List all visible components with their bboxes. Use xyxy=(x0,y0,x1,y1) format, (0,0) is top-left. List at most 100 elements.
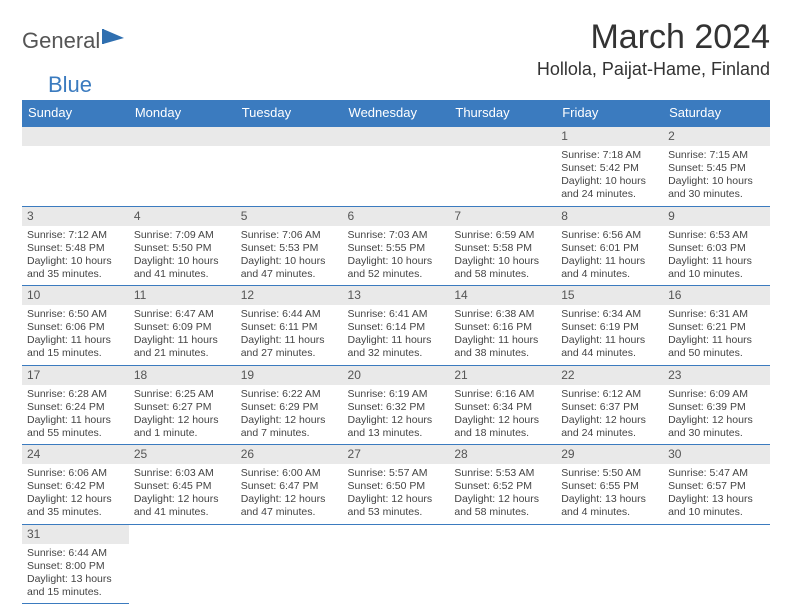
day-number: 1 xyxy=(556,127,663,146)
calendar-cell: 1Sunrise: 7:18 AMSunset: 5:42 PMDaylight… xyxy=(556,126,663,206)
calendar-header-row: Sunday Monday Tuesday Wednesday Thursday… xyxy=(22,100,770,126)
empty-daynum xyxy=(449,127,556,146)
calendar-cell: 9Sunrise: 6:53 AMSunset: 6:03 PMDaylight… xyxy=(663,206,770,286)
flag-icon xyxy=(102,27,128,45)
calendar-cell: 16Sunrise: 6:31 AMSunset: 6:21 PMDayligh… xyxy=(663,286,770,366)
sunset-text: Sunset: 6:03 PM xyxy=(668,242,765,255)
day-details: Sunrise: 7:18 AMSunset: 5:42 PMDaylight:… xyxy=(556,146,663,206)
day-details: Sunrise: 6:53 AMSunset: 6:03 PMDaylight:… xyxy=(663,226,770,286)
day-number: 26 xyxy=(236,445,343,464)
sunrise-text: Sunrise: 7:06 AM xyxy=(241,229,338,242)
sunrise-text: Sunrise: 5:53 AM xyxy=(454,467,551,480)
sunset-text: Sunset: 6:50 PM xyxy=(348,480,445,493)
sunrise-text: Sunrise: 7:03 AM xyxy=(348,229,445,242)
sunset-text: Sunset: 6:19 PM xyxy=(561,321,658,334)
calendar-cell: 30Sunrise: 5:47 AMSunset: 6:57 PMDayligh… xyxy=(663,445,770,525)
day-number: 8 xyxy=(556,207,663,226)
sunrise-text: Sunrise: 6:56 AM xyxy=(561,229,658,242)
day-number: 16 xyxy=(663,286,770,305)
col-friday: Friday xyxy=(556,100,663,126)
day-number: 27 xyxy=(343,445,450,464)
calendar-cell: 29Sunrise: 5:50 AMSunset: 6:55 PMDayligh… xyxy=(556,445,663,525)
daylight-text: Daylight: 11 hours and 4 minutes. xyxy=(561,255,658,281)
calendar-cell xyxy=(22,126,129,206)
day-details: Sunrise: 6:16 AMSunset: 6:34 PMDaylight:… xyxy=(449,385,556,445)
sunrise-text: Sunrise: 6:09 AM xyxy=(668,388,765,401)
sunrise-text: Sunrise: 6:34 AM xyxy=(561,308,658,321)
logo-text-general: General xyxy=(22,28,100,54)
daylight-text: Daylight: 11 hours and 50 minutes. xyxy=(668,334,765,360)
logo: General xyxy=(22,28,128,54)
day-number: 3 xyxy=(22,207,129,226)
calendar-cell: 13Sunrise: 6:41 AMSunset: 6:14 PMDayligh… xyxy=(343,286,450,366)
day-details: Sunrise: 6:56 AMSunset: 6:01 PMDaylight:… xyxy=(556,226,663,286)
sunset-text: Sunset: 6:14 PM xyxy=(348,321,445,334)
day-details: Sunrise: 6:47 AMSunset: 6:09 PMDaylight:… xyxy=(129,305,236,365)
sunset-text: Sunset: 5:55 PM xyxy=(348,242,445,255)
calendar-week-row: 17Sunrise: 6:28 AMSunset: 6:24 PMDayligh… xyxy=(22,365,770,445)
day-number: 30 xyxy=(663,445,770,464)
sunset-text: Sunset: 6:45 PM xyxy=(134,480,231,493)
sunset-text: Sunset: 6:47 PM xyxy=(241,480,338,493)
day-number: 29 xyxy=(556,445,663,464)
calendar-cell xyxy=(449,524,556,604)
sunrise-text: Sunrise: 6:38 AM xyxy=(454,308,551,321)
calendar-cell xyxy=(236,524,343,604)
empty-daynum xyxy=(343,127,450,146)
col-wednesday: Wednesday xyxy=(343,100,450,126)
sunrise-text: Sunrise: 6:44 AM xyxy=(27,547,124,560)
calendar-cell: 14Sunrise: 6:38 AMSunset: 6:16 PMDayligh… xyxy=(449,286,556,366)
day-details: Sunrise: 6:34 AMSunset: 6:19 PMDaylight:… xyxy=(556,305,663,365)
calendar-body: 1Sunrise: 7:18 AMSunset: 5:42 PMDaylight… xyxy=(22,126,770,604)
daylight-text: Daylight: 11 hours and 44 minutes. xyxy=(561,334,658,360)
day-number: 9 xyxy=(663,207,770,226)
calendar-cell: 8Sunrise: 6:56 AMSunset: 6:01 PMDaylight… xyxy=(556,206,663,286)
calendar-cell: 11Sunrise: 6:47 AMSunset: 6:09 PMDayligh… xyxy=(129,286,236,366)
daylight-text: Daylight: 12 hours and 58 minutes. xyxy=(454,493,551,519)
day-number: 12 xyxy=(236,286,343,305)
empty-daynum xyxy=(236,127,343,146)
day-details: Sunrise: 6:03 AMSunset: 6:45 PMDaylight:… xyxy=(129,464,236,524)
calendar-cell: 3Sunrise: 7:12 AMSunset: 5:48 PMDaylight… xyxy=(22,206,129,286)
sunset-text: Sunset: 6:55 PM xyxy=(561,480,658,493)
day-number: 13 xyxy=(343,286,450,305)
day-number: 25 xyxy=(129,445,236,464)
calendar-cell: 2Sunrise: 7:15 AMSunset: 5:45 PMDaylight… xyxy=(663,126,770,206)
calendar-cell: 15Sunrise: 6:34 AMSunset: 6:19 PMDayligh… xyxy=(556,286,663,366)
day-details: Sunrise: 6:44 AMSunset: 8:00 PMDaylight:… xyxy=(22,544,129,604)
sunrise-text: Sunrise: 5:50 AM xyxy=(561,467,658,480)
sunrise-text: Sunrise: 7:18 AM xyxy=(561,149,658,162)
sunset-text: Sunset: 5:53 PM xyxy=(241,242,338,255)
logo-text-blue: Blue xyxy=(48,72,792,98)
sunset-text: Sunset: 6:11 PM xyxy=(241,321,338,334)
sunset-text: Sunset: 6:37 PM xyxy=(561,401,658,414)
day-details: Sunrise: 6:06 AMSunset: 6:42 PMDaylight:… xyxy=(22,464,129,524)
calendar-cell: 17Sunrise: 6:28 AMSunset: 6:24 PMDayligh… xyxy=(22,365,129,445)
sunrise-text: Sunrise: 6:41 AM xyxy=(348,308,445,321)
day-details: Sunrise: 7:09 AMSunset: 5:50 PMDaylight:… xyxy=(129,226,236,286)
daylight-text: Daylight: 12 hours and 41 minutes. xyxy=(134,493,231,519)
sunrise-text: Sunrise: 6:53 AM xyxy=(668,229,765,242)
daylight-text: Daylight: 12 hours and 35 minutes. xyxy=(27,493,124,519)
sunrise-text: Sunrise: 6:19 AM xyxy=(348,388,445,401)
day-details: Sunrise: 5:53 AMSunset: 6:52 PMDaylight:… xyxy=(449,464,556,524)
daylight-text: Daylight: 12 hours and 7 minutes. xyxy=(241,414,338,440)
col-tuesday: Tuesday xyxy=(236,100,343,126)
calendar-cell: 12Sunrise: 6:44 AMSunset: 6:11 PMDayligh… xyxy=(236,286,343,366)
sunrise-text: Sunrise: 6:25 AM xyxy=(134,388,231,401)
calendar-cell: 18Sunrise: 6:25 AMSunset: 6:27 PMDayligh… xyxy=(129,365,236,445)
calendar-cell: 5Sunrise: 7:06 AMSunset: 5:53 PMDaylight… xyxy=(236,206,343,286)
day-details: Sunrise: 6:00 AMSunset: 6:47 PMDaylight:… xyxy=(236,464,343,524)
calendar-cell: 19Sunrise: 6:22 AMSunset: 6:29 PMDayligh… xyxy=(236,365,343,445)
sunrise-text: Sunrise: 6:28 AM xyxy=(27,388,124,401)
daylight-text: Daylight: 12 hours and 47 minutes. xyxy=(241,493,338,519)
calendar-cell xyxy=(663,524,770,604)
day-details: Sunrise: 6:09 AMSunset: 6:39 PMDaylight:… xyxy=(663,385,770,445)
calendar-week-row: 31Sunrise: 6:44 AMSunset: 8:00 PMDayligh… xyxy=(22,524,770,604)
sunrise-text: Sunrise: 6:59 AM xyxy=(454,229,551,242)
sunset-text: Sunset: 6:21 PM xyxy=(668,321,765,334)
col-saturday: Saturday xyxy=(663,100,770,126)
daylight-text: Daylight: 11 hours and 27 minutes. xyxy=(241,334,338,360)
day-details: Sunrise: 6:25 AMSunset: 6:27 PMDaylight:… xyxy=(129,385,236,445)
daylight-text: Daylight: 10 hours and 35 minutes. xyxy=(27,255,124,281)
